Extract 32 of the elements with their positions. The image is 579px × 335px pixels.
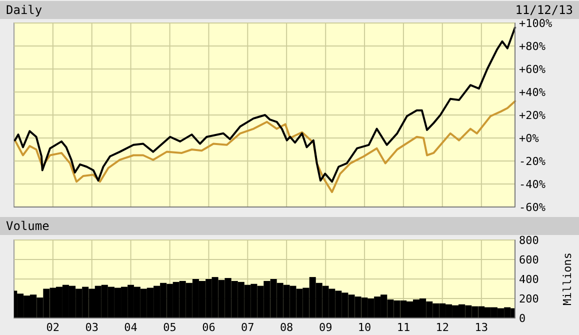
chart-title: Daily [6, 3, 42, 17]
chart-title: Volume [6, 219, 50, 233]
x-tick-label: 09 [318, 321, 332, 334]
text: 11/12/13 [515, 3, 573, 17]
y-tick-label: -60% [519, 201, 546, 214]
y-tick-label: +40% [519, 86, 546, 99]
x-tick-label: 03 [85, 321, 98, 334]
y-tick-label: 0 [519, 312, 526, 325]
x-tick-label: 06 [202, 321, 216, 334]
x-tick-label: 08 [280, 321, 294, 334]
x-tick-label: 13 [474, 321, 488, 334]
x-tick-label: 12 [436, 321, 449, 334]
line-series [14, 100, 516, 194]
y-tick-label: +100% [519, 17, 552, 30]
y-tick-label: +20% [519, 109, 546, 122]
y-tick-label: 200 [519, 292, 539, 306]
x-tick-label: 04 [124, 321, 138, 334]
line-series [14, 26, 516, 183]
x-tick-label: 10 [358, 321, 372, 334]
x-tick-label: 05 [163, 321, 176, 334]
y-tick-label: +0% [519, 132, 540, 145]
y-tick-label: 600 [519, 254, 539, 266]
x-tick-label: 11 [396, 321, 410, 334]
y-tick-label: -20% [519, 155, 546, 168]
y-tick-label: -40% [519, 178, 546, 191]
y-tick-label: 800 [519, 234, 539, 247]
x-tick-label: 02 [46, 321, 60, 334]
y-tick-label: +60% [519, 63, 546, 76]
y-axis-title: Millions [561, 252, 574, 306]
x-tick-label: 07 [241, 321, 254, 334]
y-tick-label: +80% [519, 40, 546, 53]
y-tick-label: 400 [519, 273, 539, 286]
